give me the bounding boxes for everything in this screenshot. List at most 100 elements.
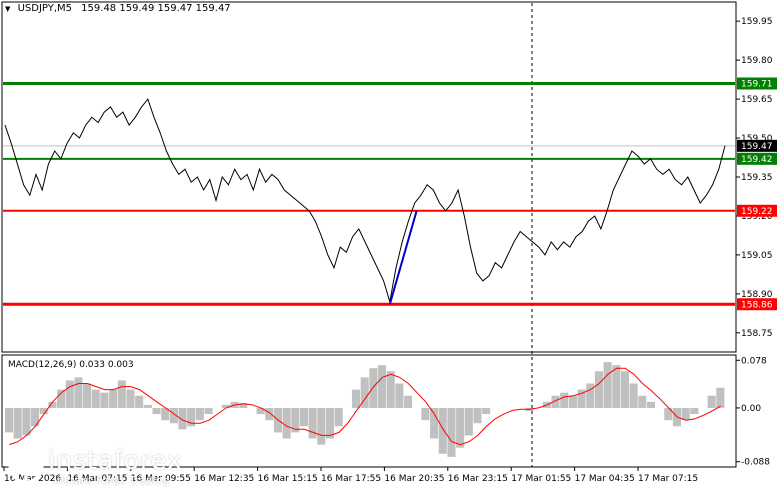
price-tick-label: 158.90 xyxy=(741,290,773,300)
macd-bar xyxy=(5,407,14,433)
macd-bar xyxy=(404,395,413,408)
level-label-box xyxy=(737,152,777,165)
level-label: 159.22 xyxy=(741,207,773,217)
level-label-box xyxy=(737,204,777,217)
macd-bar xyxy=(325,407,335,439)
macd-bar xyxy=(482,407,491,415)
macd-bar xyxy=(126,389,135,408)
macd-bar xyxy=(560,392,569,408)
level-label-box xyxy=(737,298,777,311)
macd-bar xyxy=(74,377,83,408)
logo-text: instaforex xyxy=(48,446,183,476)
macd-bar xyxy=(378,365,387,408)
macd-bar xyxy=(334,407,343,427)
macd-bar xyxy=(421,407,430,421)
logo-tagline: Instant Forex Trading xyxy=(54,474,170,487)
macd-bar xyxy=(612,365,621,408)
price-tick-label: 159.35 xyxy=(741,173,773,183)
macd-bar xyxy=(291,407,300,433)
macd-bar xyxy=(646,401,656,408)
macd-bar xyxy=(221,404,230,408)
macd-bar xyxy=(438,407,447,454)
macd-bar xyxy=(620,371,629,408)
macd-bar xyxy=(135,395,144,408)
level-label-box xyxy=(737,77,777,90)
price-tick-label: 159.05 xyxy=(741,251,773,261)
time-label: 16 Mar 17:55 xyxy=(321,474,381,484)
macd-tick-label: 0.078 xyxy=(741,356,767,366)
time-label: 16 Mar 23:15 xyxy=(448,474,508,484)
macd-header: MACD(12,26,9) 0.033 0.003 xyxy=(8,360,134,370)
macd-bar xyxy=(22,407,31,436)
macd-bar xyxy=(31,407,40,427)
price-tick-label: 159.20 xyxy=(741,212,773,222)
macd-bar xyxy=(265,407,274,421)
macd-tick-label: -0.088 xyxy=(741,458,770,468)
macd-bar xyxy=(629,383,638,408)
time-label: 16 Mar 12:35 xyxy=(194,474,254,484)
macd-bar xyxy=(239,403,248,408)
macd-tick-label: 0.00 xyxy=(741,404,761,414)
macd-bar xyxy=(195,407,204,421)
collapse-triangle-icon: ▼ xyxy=(5,5,11,13)
time-label: 17 Mar 07:15 xyxy=(638,474,698,484)
price-tick-label: 159.95 xyxy=(741,17,773,27)
macd-bar xyxy=(117,380,126,408)
macd-bar xyxy=(586,383,595,408)
macd-bar xyxy=(13,407,22,439)
macd-bar xyxy=(65,380,74,408)
price-pane-frame xyxy=(1,1,737,353)
price-series-line xyxy=(4,98,726,302)
current-price-box xyxy=(737,139,777,152)
macd-bar xyxy=(351,389,361,408)
instaforex-logo: instaforex Instant Forex Trading xyxy=(6,444,206,488)
macd-bar xyxy=(638,395,647,408)
current-price-label: 159.47 xyxy=(741,142,773,152)
time-label: 16 Mar 15:15 xyxy=(258,474,318,484)
time-label: 17 Mar 04:35 xyxy=(575,474,635,484)
macd-bar xyxy=(690,407,699,415)
macd-bar xyxy=(681,407,690,421)
macd-bar xyxy=(57,389,66,408)
time-label: 16 Mar 09:55 xyxy=(131,474,191,484)
logo-mark-icon xyxy=(8,448,44,484)
macd-bar xyxy=(430,407,439,439)
trend-line xyxy=(388,210,418,305)
macd-bar xyxy=(187,407,196,427)
macd-bar xyxy=(91,389,100,408)
time-label: 16 Mar 20:35 xyxy=(384,474,444,484)
macd-bar xyxy=(551,395,560,408)
time-label: 16 Mar 07:15 xyxy=(67,474,127,484)
macd-bar xyxy=(664,407,673,421)
symbol-header: ▼ USDJPY,M5 159.48 159.49 159.47 159.47 xyxy=(5,3,231,14)
macd-bar xyxy=(143,404,152,408)
macd-bar xyxy=(716,387,725,408)
level-label: 159.71 xyxy=(741,80,773,90)
macd-bar xyxy=(152,407,161,415)
macd-bar xyxy=(161,407,170,421)
macd-signal-line xyxy=(9,367,721,446)
price-tick-label: 159.50 xyxy=(741,134,773,144)
macd-bar xyxy=(395,383,404,408)
macd-bar xyxy=(308,407,317,439)
macd-bar xyxy=(204,407,213,415)
macd-bar xyxy=(360,377,369,408)
macd-bar xyxy=(39,407,48,415)
macd-bar xyxy=(707,395,716,408)
macd-bar xyxy=(256,407,265,415)
macd-bar xyxy=(299,407,309,427)
macd-bar xyxy=(100,392,109,408)
price-tick-label: 159.65 xyxy=(741,95,773,105)
time-label: 17 Mar 01:55 xyxy=(511,474,571,484)
symbol-name: USDJPY,M5 xyxy=(17,3,72,14)
macd-bar xyxy=(178,407,187,430)
macd-bar xyxy=(473,407,482,424)
macd-bar xyxy=(169,407,178,424)
macd-bar xyxy=(109,389,118,408)
macd-bar xyxy=(369,368,378,408)
macd-bar xyxy=(48,401,57,408)
macd-bar xyxy=(577,389,586,408)
level-label: 159.42 xyxy=(741,155,773,165)
level-label: 158.86 xyxy=(741,300,773,310)
